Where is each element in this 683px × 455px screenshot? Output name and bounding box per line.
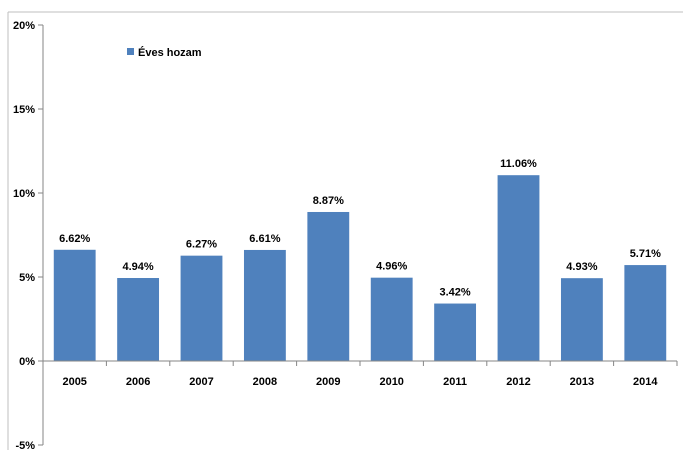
- x-tick-label-2013: 2013: [570, 376, 594, 388]
- data-label-2007: 6.27%: [186, 239, 217, 251]
- legend: Éves hozam: [127, 46, 202, 59]
- data-label-2009: 8.87%: [313, 195, 344, 207]
- x-tick-label-2007: 2007: [189, 376, 213, 388]
- x-tick-label-2009: 2009: [316, 376, 340, 388]
- legend-swatch: [127, 48, 134, 55]
- y-tick-label: 0%: [19, 356, 35, 368]
- bar-2007: [180, 255, 223, 361]
- x-tick-label-2005: 2005: [62, 376, 86, 388]
- data-label-2013: 4.93%: [566, 261, 597, 273]
- x-tick-label-2010: 2010: [379, 376, 403, 388]
- y-tick-label: 20%: [13, 20, 35, 32]
- bar-2012: [497, 175, 540, 361]
- x-axis: 2005 2006 2007 2008 2009 2010 2011 2012 2013 2014: [42, 360, 678, 388]
- y-tick-label: 10%: [13, 188, 35, 200]
- x-tick-label-2014: 2014: [633, 376, 658, 388]
- x-tick-label-2008: 2008: [253, 376, 277, 388]
- x-tick-label-2006: 2006: [126, 376, 150, 388]
- data-label-2010: 4.96%: [376, 261, 407, 273]
- data-label-2006: 4.94%: [122, 261, 153, 273]
- plot-frame: [7, 11, 683, 450]
- y-axis: -5% 0% 5% 10% 15% 20%: [13, 20, 44, 452]
- bar-2006: [117, 278, 160, 361]
- data-label-2011: 3.42%: [439, 287, 470, 299]
- data-label-2012: 11.06%: [500, 158, 537, 170]
- bar-2010: [370, 277, 413, 361]
- bars: [53, 175, 667, 361]
- data-labels: 6.62% 4.94% 6.27% 6.61% 8.87% 4.96% 3.42% 11.06…: [59, 158, 661, 298]
- x-tick-label-2012: 2012: [506, 376, 530, 388]
- data-label-2008: 6.61%: [249, 233, 280, 245]
- legend-label: Éves hozam: [138, 46, 202, 59]
- y-tick-label: 5%: [19, 272, 35, 284]
- bar-2013: [560, 278, 603, 361]
- bar-2009: [307, 211, 350, 361]
- bar-2005: [53, 249, 96, 361]
- y-tick-label: -5%: [15, 440, 35, 450]
- bar-2014: [624, 265, 667, 361]
- y-tick-label: 15%: [13, 104, 35, 116]
- bar-2011: [434, 303, 477, 361]
- bar-2008: [243, 249, 286, 361]
- data-label-2005: 6.62%: [59, 233, 90, 245]
- x-tick-label-2011: 2011: [443, 376, 467, 388]
- data-label-2014: 5.71%: [630, 248, 661, 260]
